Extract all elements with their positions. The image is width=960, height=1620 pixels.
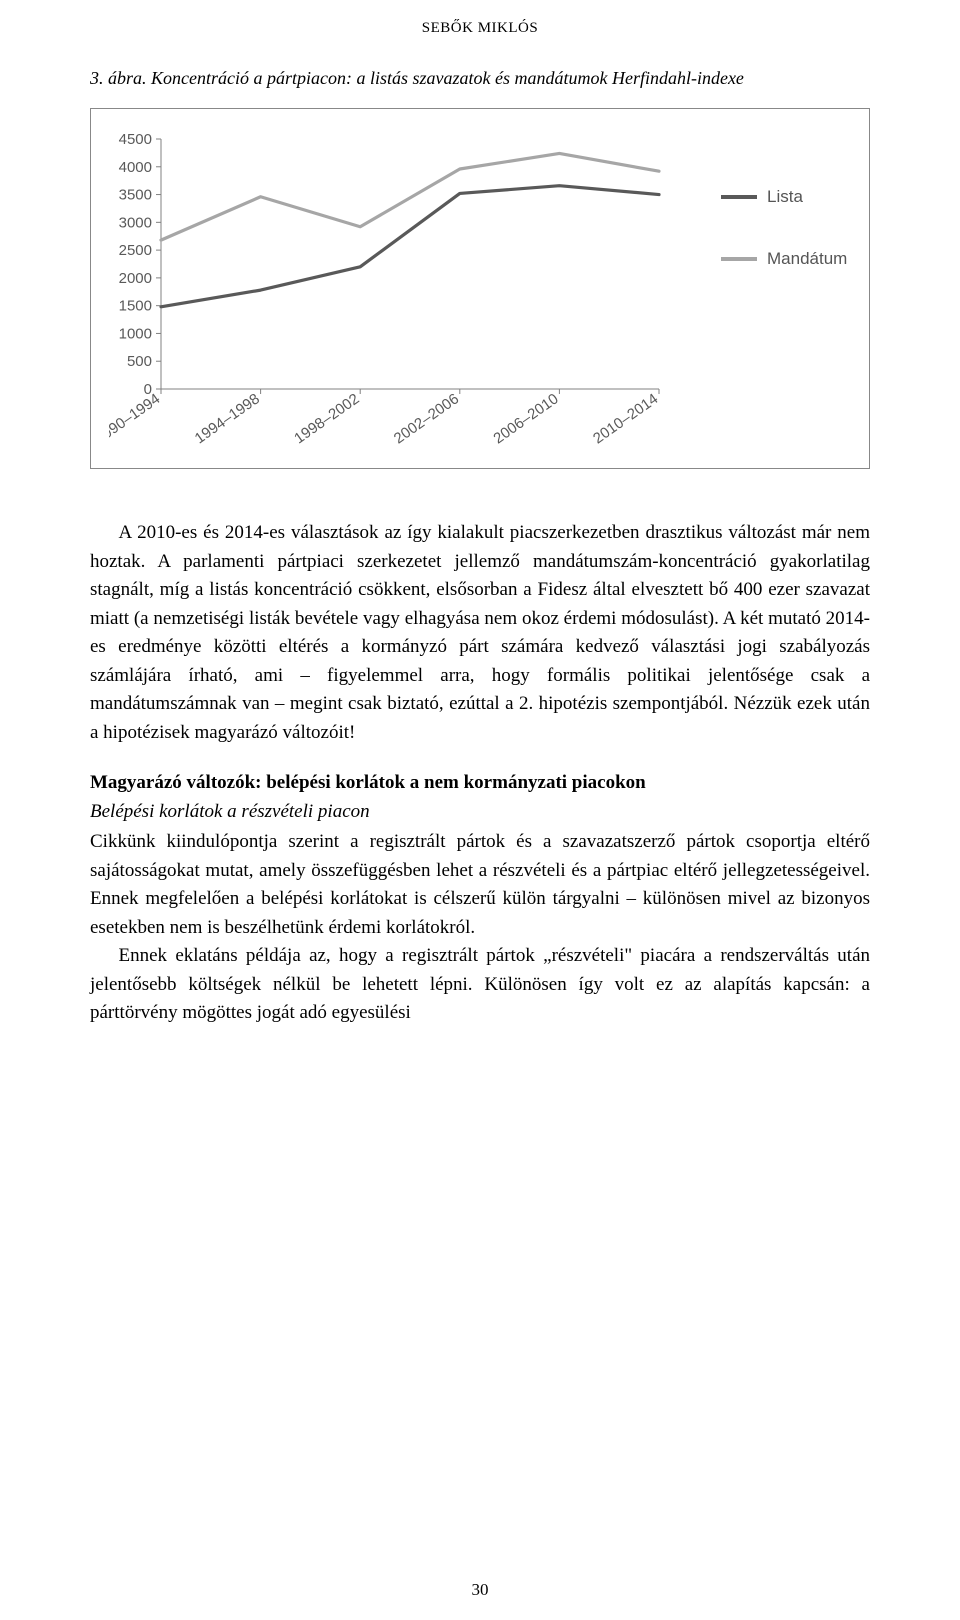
svg-text:4000: 4000 (119, 159, 152, 176)
svg-text:1000: 1000 (119, 325, 152, 342)
legend-item: Lista (721, 187, 851, 207)
svg-text:1994–1998: 1994–1998 (192, 390, 263, 447)
subheading: Magyarázó változók: belépési korlátok a … (90, 769, 870, 798)
svg-text:2006–2010: 2006–2010 (490, 390, 561, 447)
svg-text:1990–1994: 1990–1994 (109, 390, 163, 447)
svg-text:1998–2002: 1998–2002 (291, 390, 362, 447)
paragraph-3: Ennek eklatáns példája az, hogy a regisz… (90, 942, 870, 1028)
line-chart: 0500100015002000250030003500400045001990… (109, 129, 669, 449)
figure-caption: 3. ábra. Koncentráció a pártpiacon: a li… (90, 65, 870, 92)
legend-swatch (721, 195, 757, 199)
chart-container: 0500100015002000250030003500400045001990… (90, 108, 870, 469)
svg-text:500: 500 (127, 353, 152, 370)
legend-label: Lista (767, 187, 803, 207)
svg-text:2002–2006: 2002–2006 (391, 390, 462, 447)
svg-text:2010–2014: 2010–2014 (590, 390, 661, 447)
legend-label: Mandátum (767, 249, 847, 269)
svg-text:2000: 2000 (119, 270, 152, 287)
body-text: A 2010-es és 2014-es választások az így … (90, 519, 870, 1028)
svg-text:1500: 1500 (119, 298, 152, 315)
page-number: 30 (0, 1580, 960, 1600)
legend-swatch (721, 257, 757, 261)
paragraph-2: Cikkünk kiindulópontja szerint a regiszt… (90, 828, 870, 942)
svg-text:3500: 3500 (119, 187, 152, 204)
svg-text:3000: 3000 (119, 214, 152, 231)
chart-legend: Lista Mandátum (701, 129, 851, 311)
svg-text:2500: 2500 (119, 242, 152, 259)
subheading-italic: Belépési korlátok a részvételi piacon (90, 798, 870, 827)
running-head: SEBŐK MIKLÓS (90, 20, 870, 37)
svg-text:4500: 4500 (119, 131, 152, 148)
legend-item: Mandátum (721, 249, 851, 269)
paragraph-1: A 2010-es és 2014-es választások az így … (90, 519, 870, 747)
